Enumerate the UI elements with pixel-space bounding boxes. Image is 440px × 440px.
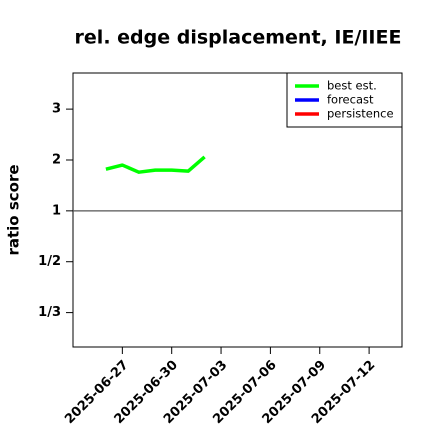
- chart-title: rel. edge displacement, IE/IIEE: [75, 27, 402, 49]
- legend-label: persistence: [327, 107, 394, 121]
- plot-frame: [72, 72, 403, 348]
- legend-label: best est.: [327, 79, 377, 93]
- y-tick-label: 1/3: [38, 305, 61, 320]
- y-axis-label: ratio score: [5, 164, 23, 255]
- y-tick-label: 1: [52, 203, 61, 218]
- y-tick-label: 1/2: [38, 254, 61, 269]
- series-line: [105, 155, 206, 174]
- y-tick-label: 2: [52, 152, 61, 167]
- y-tick-label: 3: [52, 102, 61, 117]
- legend-label: forecast: [327, 93, 374, 107]
